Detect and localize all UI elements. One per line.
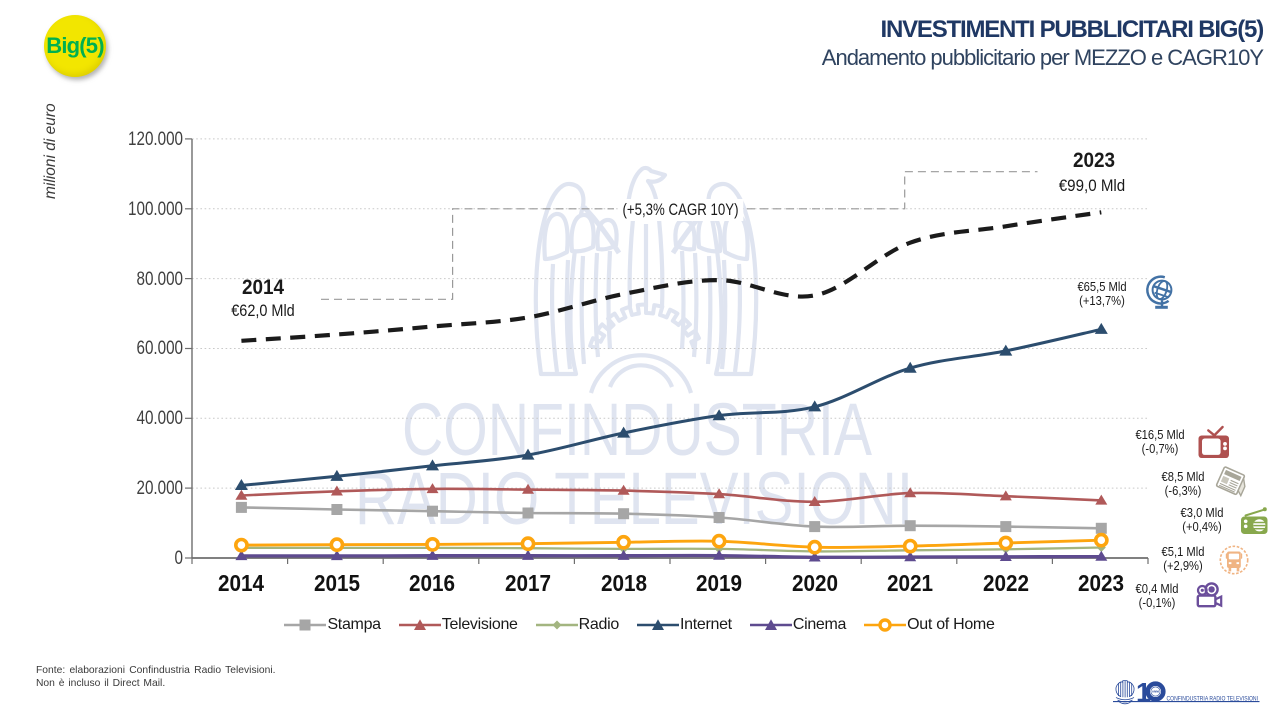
svg-text:1: 1: [1136, 678, 1151, 708]
svg-text:CONFINDUSTRIA RADIO TELEVISION: CONFINDUSTRIA RADIO TELEVISIONI: [1167, 695, 1259, 702]
svg-text:ANNI: ANNI: [1152, 690, 1159, 694]
